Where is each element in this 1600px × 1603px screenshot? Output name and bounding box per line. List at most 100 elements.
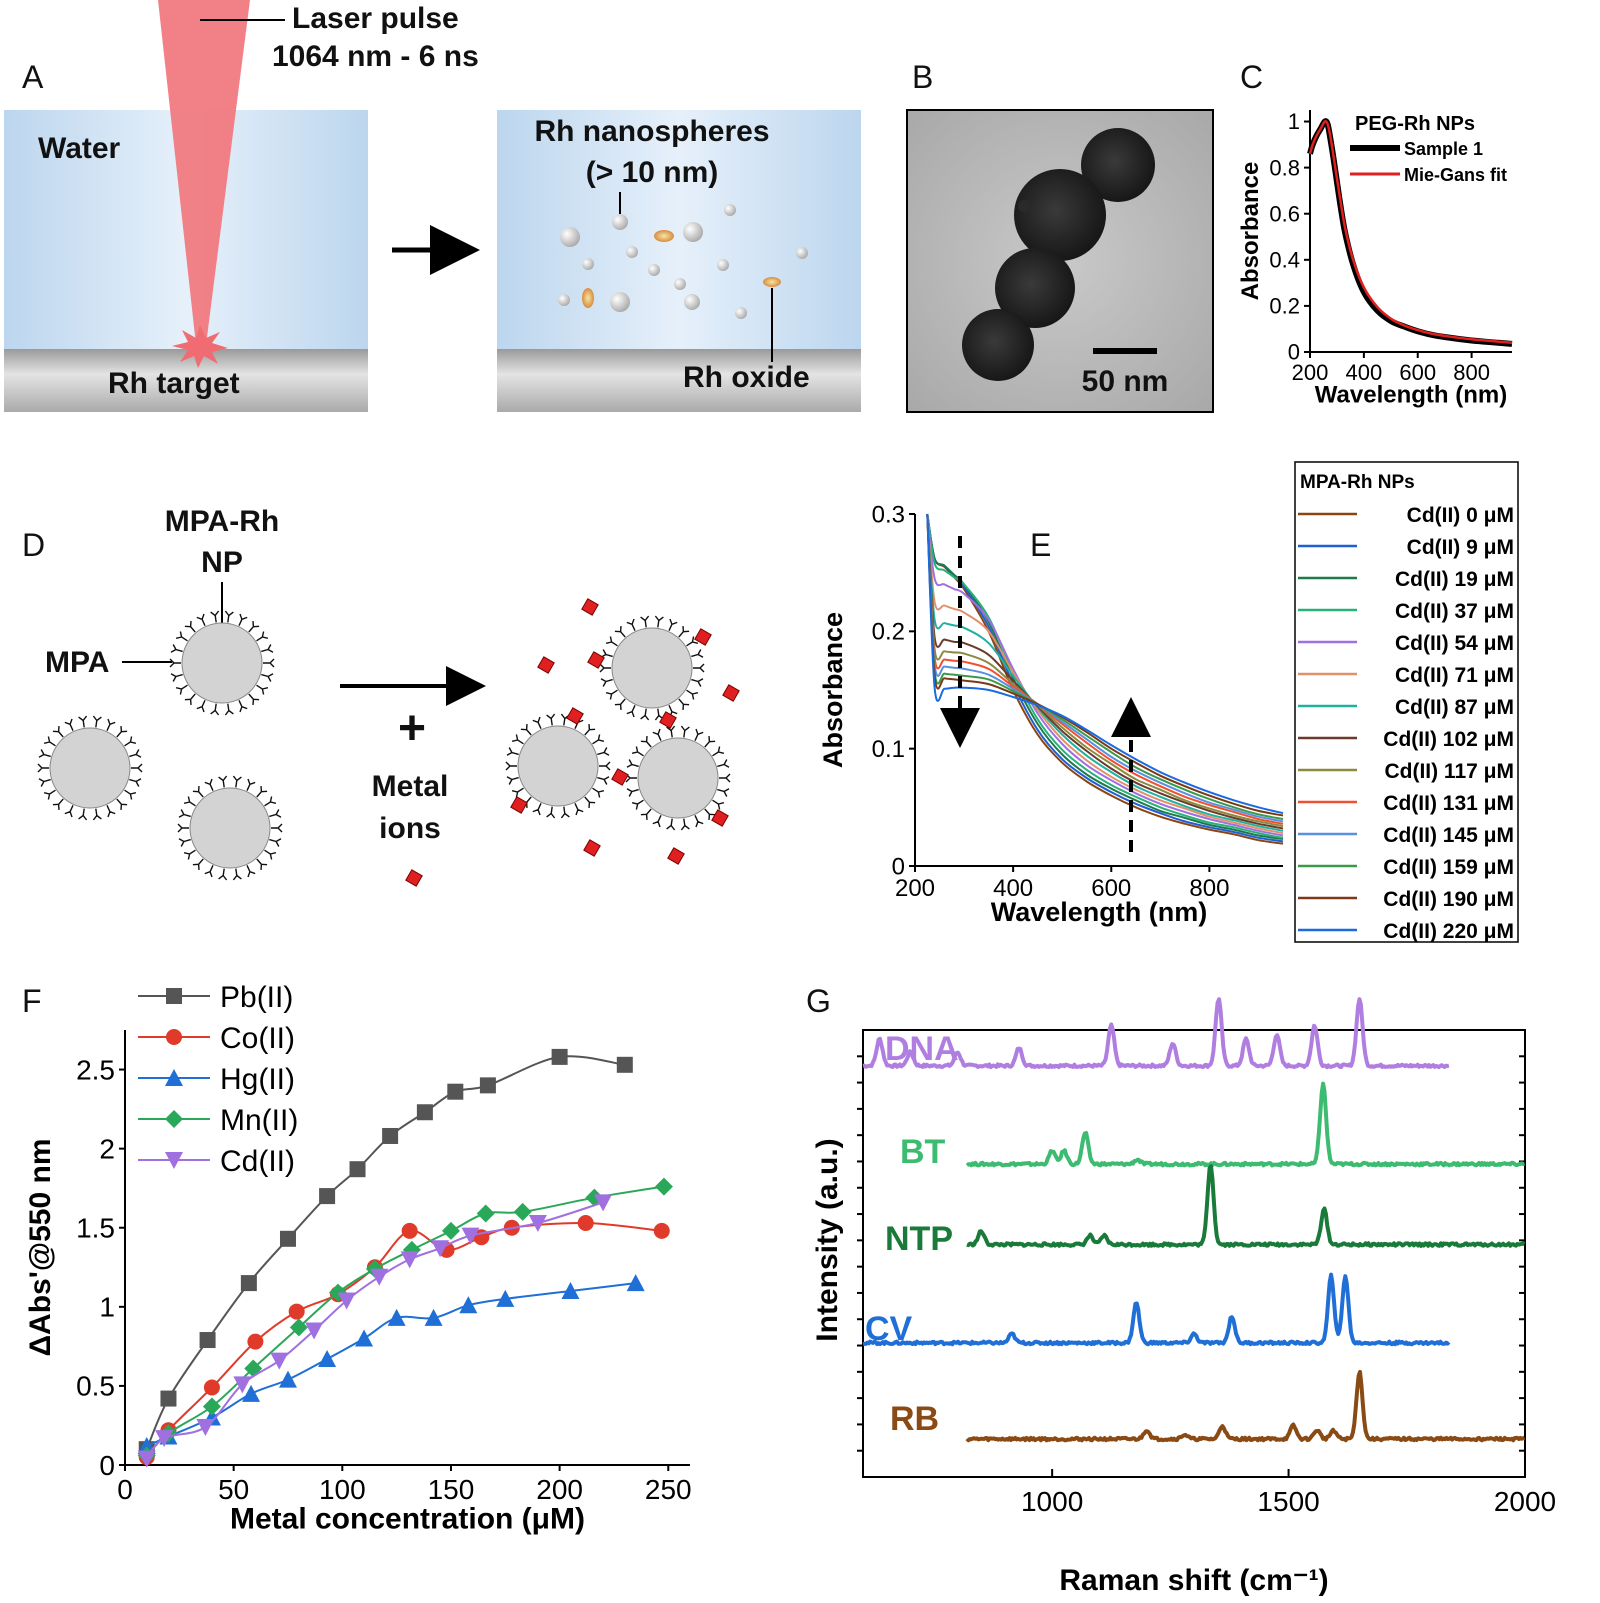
laser-label-2: 1064 nm - 6 ns — [272, 40, 479, 73]
data-point-mn-ii — [513, 1202, 532, 1221]
legend-label-cd-ii-102-m: Cd(II) 102 μM — [1383, 728, 1514, 751]
water-label: Water — [38, 132, 121, 165]
colloid-target-block — [497, 349, 861, 412]
legend-label-cd-ii-190-m: Cd(II) 190 μM — [1383, 888, 1514, 911]
x-tick-label: 400 — [993, 875, 1033, 902]
x-axis-title: Wavelength (nm) — [1315, 381, 1507, 408]
x-tick-label: 200 — [536, 1474, 583, 1505]
data-point-cd-ii — [305, 1322, 324, 1340]
data-point-pb-ii — [551, 1048, 568, 1065]
ablation-spark-icon — [172, 325, 228, 368]
x-tick-label: 150 — [428, 1474, 475, 1505]
data-point-cd-ii — [400, 1251, 419, 1269]
data-point-co-ii — [401, 1222, 418, 1239]
spectrum-bt — [965, 1081, 1526, 1168]
data-point-co-ii — [203, 1379, 220, 1396]
x-tick-label: 400 — [1346, 360, 1383, 385]
metal-ion — [711, 809, 729, 827]
series-line-cd-ii-159-m — [926, 513, 1284, 821]
mpa-ligand-shell — [505, 713, 611, 819]
series-label-rb: RB — [890, 1400, 939, 1438]
spectrum-rb — [965, 1369, 1526, 1443]
legend-label-sample-1: Sample 1 — [1404, 139, 1483, 159]
legend-label-co-ii: Co(II) — [220, 1022, 295, 1055]
data-point-hg-ii — [424, 1308, 443, 1326]
metal-ion — [659, 711, 677, 729]
data-point-mn-ii — [476, 1204, 495, 1223]
rh-nanospheres-group — [558, 204, 808, 319]
series-line-cd-ii-190-m — [926, 513, 1284, 817]
series-line-cd-ii-37-m — [926, 513, 1284, 839]
y-tick-label: 1 — [1288, 109, 1300, 134]
data-point-pb-ii — [382, 1127, 399, 1144]
data-point-cd-ii — [461, 1227, 480, 1245]
y-axis-title: Intensity (a.u.) — [811, 1138, 844, 1341]
legend-label-cd-ii-145-m: Cd(II) 145 μM — [1383, 824, 1514, 847]
rh-nanoparticle — [49, 727, 131, 809]
y-tick-label: 0.2 — [1269, 294, 1300, 319]
y-tick-label: 2.5 — [76, 1054, 115, 1085]
data-point-co-ii — [247, 1333, 264, 1350]
panel-label-g: G — [806, 983, 831, 1019]
x-axis-title: Wavelength (nm) — [991, 897, 1208, 927]
x-tick-label: 100 — [319, 1474, 366, 1505]
x-tick-label: 200 — [895, 875, 935, 902]
legend-marker-mn-ii — [165, 1110, 183, 1128]
data-point-cd-ii — [594, 1194, 613, 1212]
data-point-mn-ii — [441, 1221, 460, 1240]
y-tick-label: 0.3 — [872, 501, 905, 528]
rh-target-block — [4, 349, 368, 412]
nanospheres-label-1: Rh nanospheres — [534, 115, 769, 148]
spectrum-ntp — [966, 1164, 1526, 1248]
legend-title: PEG-Rh NPs — [1355, 113, 1475, 135]
series-line-cd-ii-102-m — [926, 513, 1284, 830]
legend-label-cd-ii-71-m: Cd(II) 71 μM — [1395, 664, 1514, 687]
x-tick-label: 250 — [645, 1474, 692, 1505]
ions-label-2: ions — [379, 812, 441, 845]
y-tick-label: 0.4 — [1269, 248, 1300, 273]
laser-label-1: Laser pulse — [292, 2, 459, 35]
y-tick-label: 0.2 — [872, 619, 905, 646]
y-tick-label: 0.1 — [872, 736, 905, 763]
metal-ions — [405, 598, 740, 887]
x-axis-title: Metal concentration (μM) — [230, 1503, 585, 1536]
metal-ion — [611, 768, 629, 786]
series-line-cd-ii-131-m — [926, 513, 1284, 825]
data-point-cd-ii — [370, 1268, 389, 1286]
legend-label-hg-ii: Hg(II) — [220, 1063, 295, 1096]
data-point-cd-ii — [270, 1352, 289, 1370]
panel-d: D MPA-Rh NP MPA + Metal ions — [22, 505, 740, 887]
mpa-label: MPA — [45, 646, 109, 679]
data-point-hg-ii — [318, 1350, 337, 1368]
data-point-pb-ii — [616, 1056, 633, 1073]
metal-ion — [694, 628, 712, 646]
legend-box — [1294, 461, 1519, 943]
metal-ion — [537, 656, 555, 674]
rh-nanoparticle — [181, 622, 263, 704]
data-point-cd-ii — [431, 1240, 450, 1258]
data-point-hg-ii — [242, 1384, 261, 1402]
y-tick-label: 2 — [99, 1133, 115, 1164]
rh-nanoparticle — [637, 737, 719, 819]
y-axis-title: ΔAbs'@550 nm — [24, 1138, 57, 1356]
mpa-ligand-shell — [625, 725, 731, 831]
data-point-pb-ii — [447, 1083, 464, 1100]
x-axis-title: Raman shift (cm⁻¹) — [1059, 1564, 1328, 1597]
laser-beam — [158, 0, 250, 345]
data-point-hg-ii — [355, 1329, 374, 1347]
spectrum-dna — [862, 997, 1450, 1070]
data-point-pb-ii — [240, 1275, 257, 1292]
legend-label-cd-ii-19-m: Cd(II) 19 μM — [1395, 568, 1514, 591]
legend-marker-co-ii — [166, 1029, 182, 1045]
data-point-co-ii — [288, 1303, 305, 1320]
oxide-label: Rh oxide — [683, 361, 810, 394]
ions-label-1: Metal — [372, 770, 449, 803]
data-point-cd-ii — [337, 1292, 356, 1310]
data-point-hg-ii — [561, 1282, 580, 1299]
data-point-cd-ii — [233, 1376, 252, 1394]
data-point-pb-ii — [349, 1161, 366, 1178]
metal-ion — [581, 598, 599, 616]
series-line-hg-ii — [146, 1282, 636, 1447]
legend-marker-hg-ii — [165, 1069, 183, 1086]
